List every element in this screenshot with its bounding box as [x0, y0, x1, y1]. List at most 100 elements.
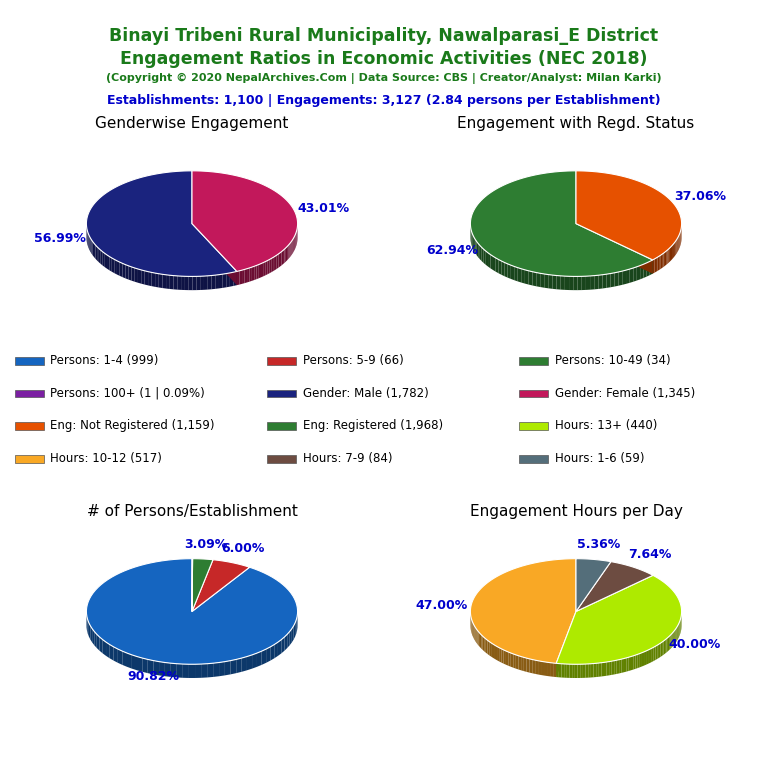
Polygon shape	[594, 275, 598, 290]
Polygon shape	[230, 272, 233, 286]
Polygon shape	[502, 649, 504, 664]
Polygon shape	[599, 663, 601, 677]
Text: Engagement Ratios in Economic Activities (NEC 2018): Engagement Ratios in Economic Activities…	[121, 50, 647, 68]
Polygon shape	[664, 252, 665, 266]
Polygon shape	[219, 662, 225, 677]
Polygon shape	[110, 644, 114, 660]
Polygon shape	[521, 657, 524, 671]
FancyBboxPatch shape	[15, 455, 45, 463]
Polygon shape	[647, 261, 650, 276]
Polygon shape	[242, 270, 244, 284]
FancyBboxPatch shape	[267, 389, 296, 397]
Polygon shape	[257, 651, 262, 667]
Polygon shape	[673, 243, 674, 258]
Polygon shape	[478, 243, 480, 260]
Polygon shape	[480, 634, 482, 648]
Polygon shape	[506, 651, 508, 666]
Polygon shape	[646, 650, 648, 665]
Polygon shape	[657, 257, 659, 271]
Polygon shape	[287, 245, 288, 260]
Polygon shape	[641, 264, 644, 280]
Polygon shape	[292, 626, 293, 642]
Polygon shape	[486, 639, 488, 654]
Text: Persons: 5-9 (66): Persons: 5-9 (66)	[303, 354, 403, 367]
Text: Gender: Male (1,782): Gender: Male (1,782)	[303, 386, 429, 399]
Polygon shape	[200, 276, 204, 290]
Polygon shape	[265, 260, 267, 276]
Polygon shape	[575, 664, 578, 678]
Text: (Copyright © 2020 NepalArchives.Com | Data Source: CBS | Creator/Analyst: Milan : (Copyright © 2020 NepalArchives.Com | Da…	[106, 73, 662, 84]
Polygon shape	[622, 270, 626, 285]
Polygon shape	[274, 642, 278, 658]
Polygon shape	[141, 270, 144, 285]
Polygon shape	[482, 247, 484, 263]
Polygon shape	[193, 276, 197, 290]
Polygon shape	[271, 257, 273, 273]
Polygon shape	[247, 655, 252, 670]
Polygon shape	[667, 249, 669, 263]
Polygon shape	[644, 263, 647, 278]
Polygon shape	[631, 656, 634, 670]
Polygon shape	[505, 263, 508, 277]
Polygon shape	[493, 644, 495, 659]
Polygon shape	[675, 629, 676, 644]
Polygon shape	[250, 267, 252, 282]
Polygon shape	[508, 652, 511, 667]
Title: # of Persons/Establishment: # of Persons/Establishment	[87, 504, 297, 519]
Polygon shape	[535, 660, 538, 674]
Polygon shape	[219, 274, 223, 289]
Text: 6.00%: 6.00%	[221, 542, 265, 555]
Polygon shape	[607, 273, 611, 288]
Polygon shape	[211, 275, 215, 290]
Polygon shape	[676, 627, 677, 643]
Polygon shape	[270, 259, 271, 273]
Polygon shape	[109, 257, 112, 272]
Polygon shape	[474, 237, 475, 253]
Polygon shape	[576, 223, 653, 273]
Polygon shape	[208, 276, 211, 290]
Polygon shape	[233, 271, 237, 286]
Polygon shape	[596, 663, 599, 677]
Polygon shape	[516, 655, 518, 670]
Polygon shape	[276, 254, 278, 269]
Polygon shape	[659, 255, 660, 270]
Text: 7.64%: 7.64%	[628, 548, 671, 561]
Polygon shape	[513, 654, 516, 669]
Polygon shape	[185, 276, 189, 290]
Polygon shape	[118, 649, 122, 665]
Polygon shape	[192, 558, 213, 611]
Polygon shape	[556, 575, 681, 664]
Polygon shape	[508, 264, 511, 279]
Polygon shape	[662, 641, 664, 656]
Polygon shape	[214, 663, 219, 677]
Polygon shape	[493, 257, 495, 272]
Polygon shape	[564, 276, 569, 290]
Polygon shape	[170, 664, 177, 677]
Polygon shape	[177, 276, 181, 290]
Polygon shape	[497, 647, 499, 661]
Polygon shape	[540, 273, 545, 288]
Polygon shape	[97, 247, 99, 262]
Polygon shape	[515, 266, 518, 281]
Polygon shape	[142, 658, 147, 673]
Polygon shape	[653, 259, 654, 273]
Polygon shape	[556, 611, 576, 677]
Polygon shape	[609, 661, 611, 675]
Polygon shape	[668, 637, 669, 651]
Polygon shape	[103, 640, 106, 656]
Polygon shape	[91, 626, 92, 642]
Polygon shape	[237, 658, 242, 673]
Polygon shape	[528, 271, 532, 286]
Text: 43.01%: 43.01%	[298, 203, 350, 215]
Polygon shape	[189, 664, 195, 678]
Polygon shape	[107, 255, 109, 270]
Text: 40.00%: 40.00%	[668, 637, 720, 650]
Polygon shape	[293, 237, 294, 252]
Polygon shape	[189, 276, 193, 290]
Polygon shape	[495, 258, 498, 273]
Polygon shape	[237, 271, 240, 285]
Polygon shape	[527, 658, 529, 673]
Polygon shape	[667, 637, 668, 652]
FancyBboxPatch shape	[519, 455, 548, 463]
Polygon shape	[201, 664, 207, 678]
